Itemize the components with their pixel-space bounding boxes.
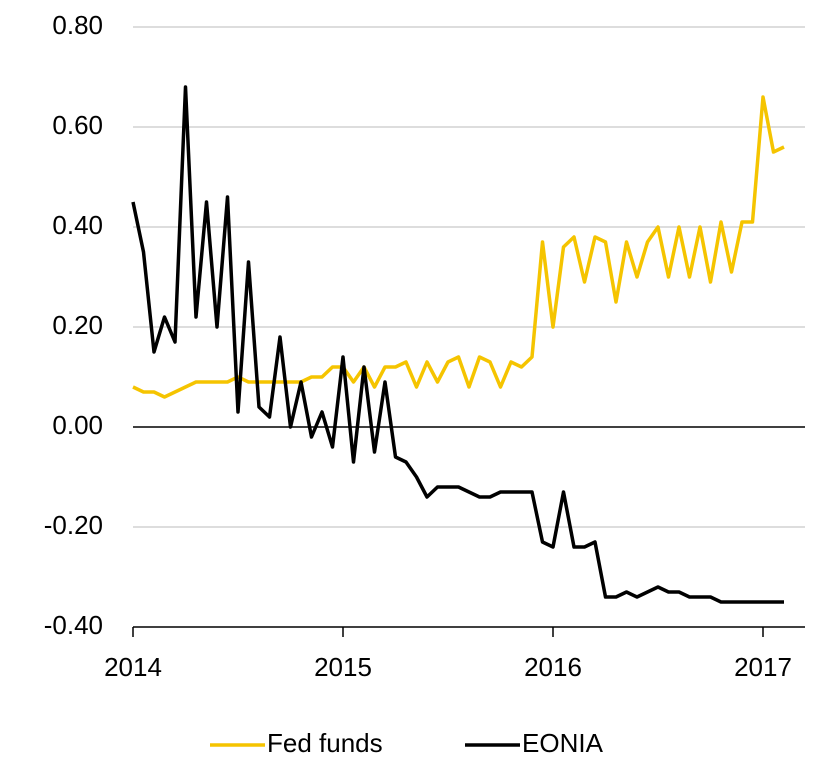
series-line <box>131 85 784 604</box>
y-tick-label: -0.40 <box>44 610 103 640</box>
y-tick-label: -0.20 <box>44 510 103 540</box>
y-tick-label: 0.00 <box>52 410 103 440</box>
y-tick-label: 0.20 <box>52 310 103 340</box>
y-tick-label: 0.40 <box>52 210 103 240</box>
x-tick-label: 2015 <box>314 652 372 682</box>
x-tick-label: 2014 <box>104 652 162 682</box>
legend-label: Fed funds <box>267 728 383 758</box>
x-tick-label: 2016 <box>524 652 582 682</box>
x-tick-label: 2017 <box>734 652 792 682</box>
legend-label: EONIA <box>522 728 604 758</box>
y-tick-label: 0.60 <box>52 110 103 140</box>
y-tick-label: 0.80 <box>52 10 103 40</box>
